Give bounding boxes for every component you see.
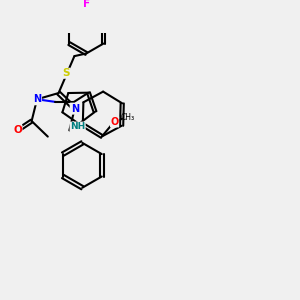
Text: N: N [71,103,79,114]
Text: O: O [13,125,22,135]
Text: CH₃: CH₃ [120,113,135,122]
Text: N: N [33,94,41,104]
Text: F: F [83,0,90,9]
Text: O: O [110,117,119,127]
Text: NH: NH [70,122,85,131]
Text: S: S [63,68,70,78]
